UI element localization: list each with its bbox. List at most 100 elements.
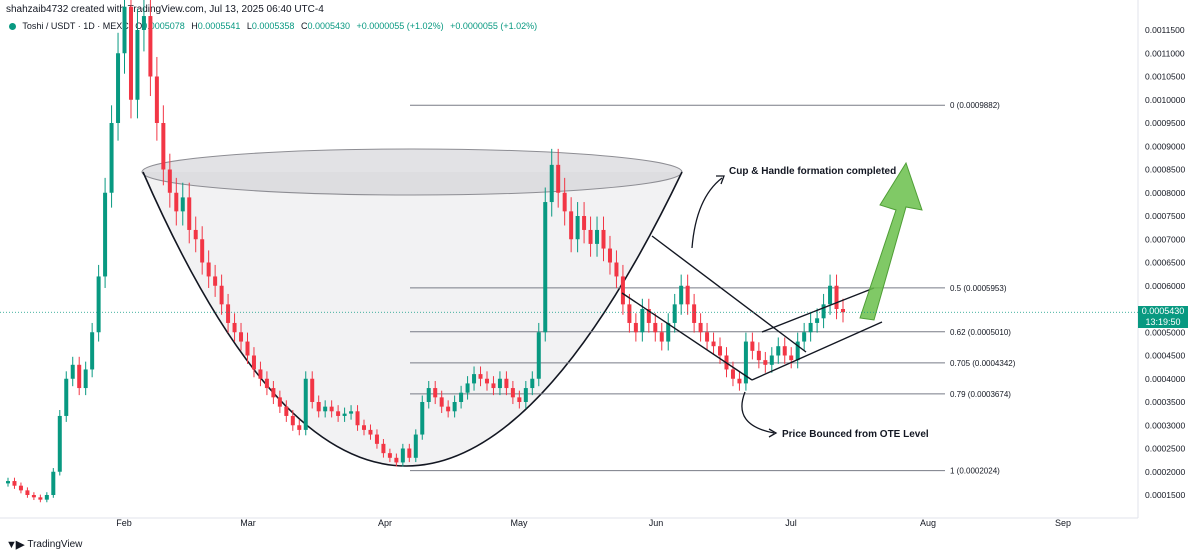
candle-body — [536, 332, 541, 379]
candle-body — [336, 411, 341, 416]
candle-body — [718, 346, 723, 356]
candle-body — [815, 318, 820, 323]
candle-body — [530, 378, 535, 389]
candle-body — [769, 355, 774, 365]
fib-level-label: 1 (0.0002024) — [950, 467, 1000, 476]
handle-channel-lower-line — [621, 292, 753, 381]
candle-body — [633, 322, 638, 333]
bar-countdown: 13:19:50 — [1145, 317, 1181, 328]
candle-body — [38, 497, 43, 500]
ohlc-high-key: H — [191, 21, 198, 31]
cup-curve — [142, 171, 683, 467]
candle-body — [705, 332, 710, 342]
candle-body — [342, 413, 347, 416]
ohlc-change-value-2: +0.0000055 (+1.02%) — [450, 21, 538, 31]
candle-body — [290, 415, 295, 426]
ohlc-close-value: 0.0005430 — [307, 21, 350, 31]
handle-channel-upper-line — [651, 235, 807, 353]
candle-body — [394, 457, 399, 463]
candle-body — [504, 378, 509, 389]
price-tick-label: 0.0011000 — [1145, 48, 1185, 58]
candle-body — [316, 402, 321, 412]
candle-body — [627, 304, 632, 323]
candle-body — [569, 211, 574, 240]
candle-body — [310, 378, 315, 402]
ohlc-change-value: +0.0000055 (+1.02%) — [356, 21, 444, 31]
candle-body — [213, 276, 218, 286]
candle-body — [808, 322, 813, 333]
candle-body — [782, 346, 787, 356]
candle-body — [251, 355, 256, 370]
candle-body — [200, 239, 205, 263]
tradingview-logo-icon: ▼▶ — [6, 539, 24, 551]
candle-body — [148, 16, 153, 77]
candle-body — [420, 402, 425, 435]
candle-body — [433, 388, 438, 398]
candle-body — [329, 406, 334, 412]
candle-body — [174, 192, 179, 212]
candle-body — [323, 406, 328, 412]
candle-body — [620, 276, 625, 305]
price-tick-label: 0.0001500 — [1145, 490, 1185, 500]
candle-body — [239, 332, 244, 342]
tradingview-logo[interactable]: ▼▶ TradingView — [6, 538, 82, 551]
candle-body — [575, 216, 580, 240]
chart-credit: shahzaib4732 created with TradingView.co… — [6, 4, 324, 15]
time-tick-label: Jun — [649, 518, 664, 528]
candle-body — [25, 490, 30, 495]
candle-body — [407, 448, 412, 458]
candle-body — [6, 481, 10, 484]
symbol-label[interactable]: Toshi / USDT · 1D · MEXC — [22, 21, 129, 31]
candles — [6, 0, 845, 503]
candle-body — [756, 350, 761, 361]
candle-body — [679, 285, 684, 305]
price-tick-label: 0.0004500 — [1145, 351, 1185, 361]
candle-body — [245, 341, 250, 356]
candle-body — [141, 16, 146, 30]
candle-body — [400, 448, 405, 463]
candle-body — [109, 123, 114, 193]
price-axis[interactable]: 0.0011500 0.0011000 0.0010500 0.0010000 0.00… — [1145, 25, 1185, 500]
candle-body — [802, 332, 807, 342]
candle-body — [18, 485, 23, 491]
fib-level-label: 0.5 (0.0005953) — [950, 284, 1007, 293]
candle-body — [698, 322, 703, 333]
candle-body — [711, 341, 716, 347]
ohlc-open-value: 0.0005078 — [142, 21, 185, 31]
candle-body — [154, 76, 159, 123]
ohlc-low-key: L — [246, 21, 252, 31]
candle-body — [439, 397, 444, 407]
candle-body — [187, 197, 192, 230]
candle-body — [226, 304, 231, 323]
candle-body — [834, 285, 839, 309]
candle-body — [83, 369, 88, 389]
fib-level-label: 0.705 (0.0004342) — [950, 359, 1016, 368]
candle-body — [452, 402, 457, 412]
candle-body — [77, 364, 82, 389]
candle-body — [381, 443, 386, 454]
candle-body — [128, 6, 133, 100]
candle-body — [70, 364, 75, 379]
time-tick-label: Apr — [378, 518, 392, 528]
ohlc-readout: O0.0005078 H0.0005541 L0.0005358 C0.0005… — [131, 21, 537, 31]
candle-body — [582, 216, 587, 230]
candle-body — [96, 276, 101, 333]
candle-body — [607, 248, 612, 263]
candle-body — [659, 332, 664, 342]
candle-body — [795, 341, 800, 361]
cup-completed-pointer-icon — [691, 177, 723, 249]
candle-body — [763, 360, 768, 365]
candle-body — [737, 378, 742, 384]
candle-body — [446, 406, 451, 412]
time-tick-label: Sep — [1055, 518, 1071, 528]
price-tick-label: 0.0002000 — [1145, 467, 1185, 477]
time-tick-label: Mar — [240, 518, 256, 528]
candle-body — [135, 30, 140, 100]
candle-body — [374, 434, 379, 444]
time-tick-label: Jul — [785, 518, 797, 528]
candle-body — [31, 495, 36, 498]
cup-drawing — [141, 148, 683, 467]
time-axis[interactable]: Feb Mar Apr May Jun Jul Aug Sep — [116, 518, 1071, 528]
ote-bounce-pointer-head-icon — [768, 428, 778, 438]
